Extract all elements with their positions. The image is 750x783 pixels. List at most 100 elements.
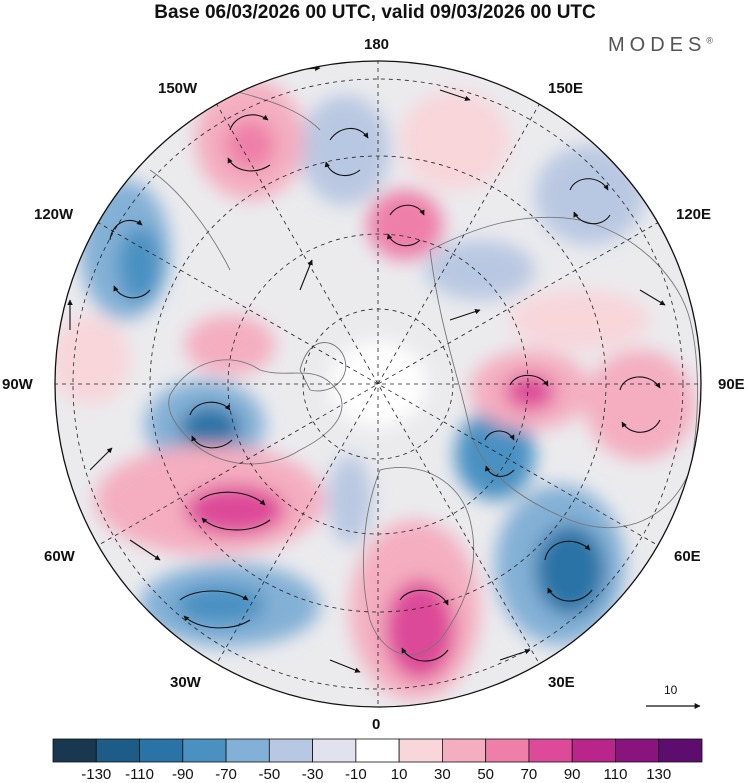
colorbar-tick-label: -90 [171, 766, 194, 783]
anomaly-high-110e [510, 290, 650, 350]
wind-arrow [109, 219, 143, 241]
colorbar-tick-label: 30 [434, 766, 451, 783]
lon-label-60e: 60E [674, 548, 701, 565]
colorbar-tick-label: -70 [215, 766, 237, 783]
colorbar-swatch [571, 738, 616, 763]
wind-arrow [113, 285, 151, 299]
wind-arrow [179, 590, 249, 601]
lon-label-30e: 30E [548, 674, 575, 691]
colorbar-swatch [312, 738, 357, 763]
colorbar-swatch [52, 738, 97, 763]
wind-arrows [67, 65, 666, 673]
colorbar-swatch [139, 738, 184, 763]
wind-arrow [401, 647, 449, 662]
anomaly-high-100w [185, 315, 275, 375]
wind-arrow [499, 648, 531, 661]
wind-arrow [324, 161, 361, 177]
colorbar-tick-label: 10 [390, 766, 408, 783]
colorbar-swatch [398, 738, 443, 763]
lon-label-120w: 120W [34, 206, 74, 223]
wind-arrow [89, 447, 113, 471]
lon-label-90w: 90W [2, 376, 33, 393]
colorbar-tick-label: 70 [520, 766, 538, 783]
anomaly-high-155w-core [225, 120, 275, 170]
lon-label-60w: 60W [44, 548, 75, 565]
map-disk [55, 61, 701, 707]
modes-logo: MODES® [608, 34, 713, 57]
colorbar-swatch [182, 738, 227, 763]
colorbar-swatch [658, 738, 703, 763]
coast-europe [363, 467, 475, 656]
colorbar-tick-label: 130 [646, 766, 672, 783]
coast-canada [168, 359, 343, 465]
anomaly-low-10w [328, 455, 372, 545]
wind-arrow [544, 540, 591, 561]
wind-arrow [329, 127, 369, 141]
wind-arrow [569, 178, 609, 191]
map-title: Base 06/03/2026 00 UTC, valid 09/03/2026… [154, 2, 596, 23]
brand-name: MODES [608, 34, 707, 56]
wind-arrow [599, 619, 621, 651]
colorbar-tick-label: -110 [125, 766, 154, 783]
latitude-circle-50 [72, 78, 684, 690]
colorbar-swatch [485, 738, 530, 763]
wind-arrow [639, 289, 666, 306]
colorbar-tick-label: -50 [258, 766, 281, 783]
wind-arrow [129, 539, 161, 561]
colorbar-tick-label: -30 [301, 766, 324, 783]
anomaly-low-170w [300, 95, 390, 205]
colorbar-swatch [615, 738, 660, 763]
colorbar-swatch [225, 738, 270, 763]
wind-arrow [386, 233, 421, 247]
lon-label-30w: 30W [170, 674, 201, 691]
anomaly-low-130e [425, 240, 535, 300]
map-border [54, 60, 702, 708]
wind-arrow [484, 430, 515, 441]
colorbar-tick-label: 110 [603, 766, 628, 783]
colorbar-swatch [95, 738, 140, 763]
wind-arrow [201, 517, 271, 531]
wind-arrow [399, 589, 449, 606]
reference-vector-label: 10 [664, 683, 678, 697]
wind-arrow [229, 114, 269, 131]
lon-label-150w: 150W [158, 80, 198, 97]
colorbar-tick-label: -130 [81, 766, 112, 783]
lon-label-180: 180 [364, 36, 390, 53]
wind-arrow [573, 211, 611, 225]
registered-mark: ® [706, 35, 713, 46]
colorbar-swatch [355, 738, 400, 763]
lon-label-150e: 150E [548, 80, 584, 97]
wind-arrow [389, 204, 425, 216]
wind-arrow [449, 308, 481, 321]
anomaly-high-65w-core [185, 485, 285, 535]
anomaly-high-95e [585, 350, 695, 460]
colorbar-swatch [528, 738, 573, 763]
wind-arrow [329, 659, 361, 673]
coast-alaska [149, 89, 321, 271]
colorbar-tick-label: 50 [477, 766, 494, 783]
colorbar [52, 738, 703, 763]
wind-arrow [299, 259, 313, 291]
wind-arrow [183, 615, 251, 629]
anomaly-high-165e [400, 90, 510, 190]
colorbar-tick-label: -10 [345, 766, 367, 783]
wind-arrow [227, 157, 271, 172]
anomaly-high-15e-core [385, 580, 455, 680]
colorbar-tick-label: 90 [563, 766, 581, 783]
colorbar-swatch [268, 738, 314, 763]
graticule [55, 61, 701, 707]
anomaly-high-85e-core [505, 374, 555, 410]
lon-label-0: 0 [372, 716, 381, 733]
wind-arrow [547, 587, 593, 602]
wind-arrow [439, 89, 471, 102]
anomaly-fields [55, 80, 695, 700]
lon-label-120e: 120E [676, 206, 712, 223]
anomaly-low-140e [535, 145, 645, 245]
anomaly-high-100w-edge [55, 315, 130, 405]
wind-arrow [509, 374, 549, 387]
wind-arrow [189, 401, 231, 416]
wind-arrow [621, 419, 661, 433]
colorbar-swatch [441, 738, 487, 763]
wind-arrow [484, 465, 515, 477]
